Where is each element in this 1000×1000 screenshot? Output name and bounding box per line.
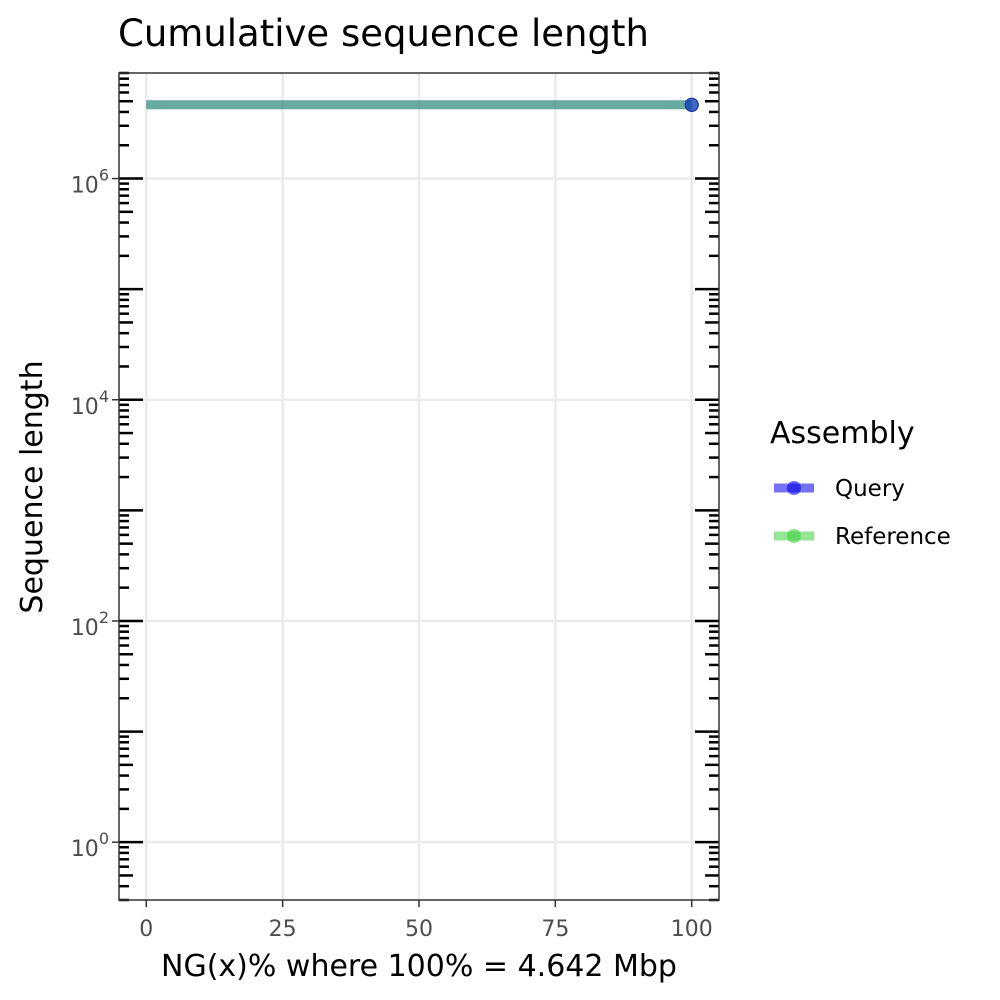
y-axis-ticks: 100 102 104 106 xyxy=(71,166,119,862)
legend-items: Query Reference xyxy=(774,476,951,550)
chart-title: Cumulative sequence length xyxy=(118,12,649,55)
legend-label: Query xyxy=(835,476,905,502)
x-tick-label: 100 xyxy=(671,917,713,942)
x-axis-title: NG(x)% where 100% = 4.642 Mbp xyxy=(161,949,677,984)
series-point-query xyxy=(684,97,699,112)
x-tick-label: 75 xyxy=(541,917,569,942)
legend-label: Reference xyxy=(835,524,951,550)
x-tick-label: 0 xyxy=(139,917,153,942)
legend-key-point xyxy=(787,529,801,543)
series-points xyxy=(684,97,699,112)
grid-lines xyxy=(119,73,719,900)
y-axis-title: Sequence length xyxy=(15,360,50,613)
legend-item-reference: Reference xyxy=(774,524,951,550)
x-tick-label: 50 xyxy=(405,917,433,942)
y-tick-label: 104 xyxy=(71,387,109,420)
y-tick-label: 102 xyxy=(71,608,109,641)
y-tick-label: 106 xyxy=(71,166,109,199)
legend: Assembly Query Reference xyxy=(770,416,951,550)
legend-item-query: Query xyxy=(774,476,905,502)
x-tick-label: 25 xyxy=(269,917,297,942)
y-tick-label: 100 xyxy=(71,829,109,862)
legend-key-point xyxy=(787,481,801,495)
x-axis-ticks: 0 25 50 75 100 xyxy=(139,900,713,942)
legend-title: Assembly xyxy=(770,416,915,451)
